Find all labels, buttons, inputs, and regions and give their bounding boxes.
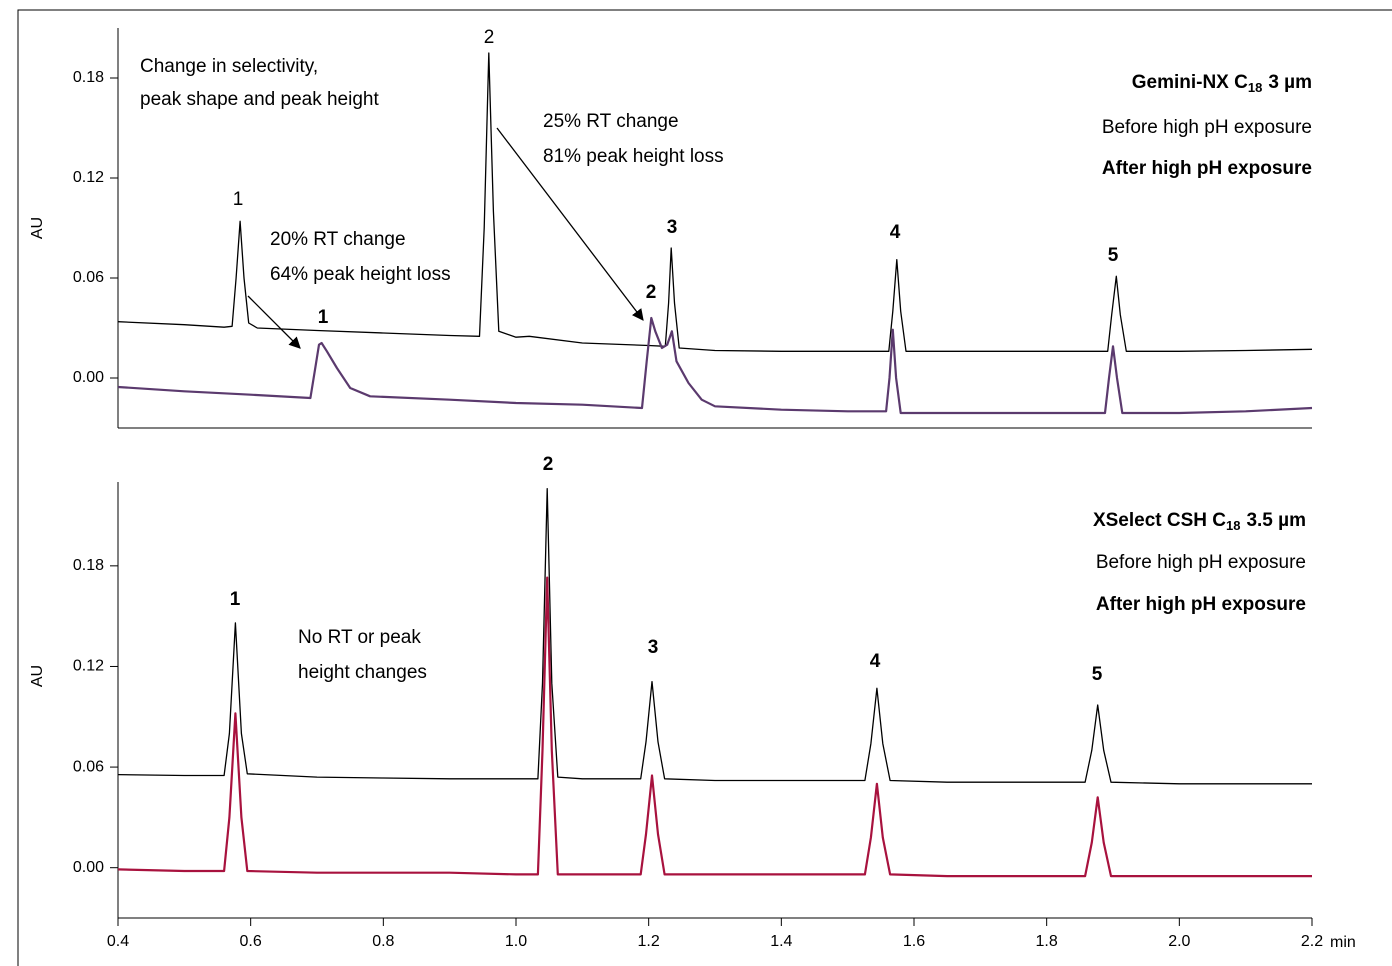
peak-label: 1	[233, 189, 244, 210]
x-axis-label: min	[1330, 934, 1356, 951]
title-text: 3 µm	[1268, 72, 1312, 93]
legend-entry: Before high pH exposure	[1096, 552, 1306, 573]
peak-label: 1	[318, 307, 329, 328]
y-tick-label: 0.06	[73, 758, 104, 775]
peak-label: 3	[667, 217, 678, 238]
annotation: 64% peak height loss	[270, 264, 451, 285]
title-text: XSelect CSH C	[1093, 510, 1226, 531]
y-tick-label: 0.18	[73, 557, 104, 574]
x-tick-label: 1.0	[505, 933, 527, 950]
title-text: 3.5 µm	[1246, 510, 1306, 531]
x-tick-label: 1.6	[903, 933, 925, 950]
y-axis-label: AU	[29, 665, 46, 687]
peak-label: 3	[648, 637, 659, 658]
peak-label: 5	[1108, 245, 1119, 266]
x-tick-label: 2.2	[1301, 933, 1323, 950]
y-tick-label: 0.06	[73, 269, 104, 286]
x-tick-label: 1.2	[638, 933, 660, 950]
x-tick-label: 2.0	[1168, 933, 1190, 950]
title-text: Gemini-NX C	[1132, 72, 1248, 93]
annotation: peak shape and peak height	[140, 89, 379, 110]
trace	[117, 576, 1312, 878]
annotation: 25% RT change	[543, 111, 679, 132]
annotation: Change in selectivity,	[140, 56, 318, 77]
y-tick-label: 0.12	[73, 169, 104, 186]
title-subscript: 18	[1226, 518, 1240, 533]
y-tick-label: 0.00	[73, 369, 104, 386]
trace	[117, 52, 1313, 352]
x-tick-label: 1.4	[770, 933, 792, 950]
x-tick-label: 0.4	[107, 933, 129, 950]
arrow	[247, 295, 301, 349]
peak-label: 4	[870, 651, 881, 672]
x-tick-label: 0.6	[240, 933, 262, 950]
peak-label: 4	[890, 222, 901, 243]
legend-entry: Before high pH exposure	[1102, 117, 1312, 138]
frame	[17, 9, 1392, 966]
annotation: 81% peak height loss	[543, 146, 724, 167]
title-subscript: 18	[1248, 80, 1262, 95]
y-tick-label: 0.18	[73, 69, 104, 86]
annotation: 20% RT change	[270, 229, 406, 250]
arrow	[496, 127, 644, 321]
y-tick-label: 0.12	[73, 658, 104, 675]
peak-label: 5	[1092, 664, 1103, 685]
y-axis-label: AU	[29, 217, 46, 239]
annotation: height changes	[298, 662, 427, 683]
panel-title: Gemini-NX C18 3 µm	[1132, 72, 1312, 95]
y-tick-label: 0.00	[73, 859, 104, 876]
panel-title: XSelect CSH C18 3.5 µm	[1093, 510, 1306, 533]
peak-label: 1	[230, 589, 241, 610]
x-tick-label: 0.8	[372, 933, 394, 950]
trace	[117, 316, 1313, 415]
legend-entry: After high pH exposure	[1102, 158, 1312, 179]
legend-entry: After high pH exposure	[1096, 594, 1306, 615]
peak-label: 2	[484, 27, 495, 48]
x-tick-label: 1.8	[1036, 933, 1058, 950]
peak-label: 2	[646, 282, 657, 303]
trace	[117, 488, 1312, 785]
peak-label: 2	[543, 454, 554, 475]
annotation: No RT or peak	[298, 627, 421, 648]
